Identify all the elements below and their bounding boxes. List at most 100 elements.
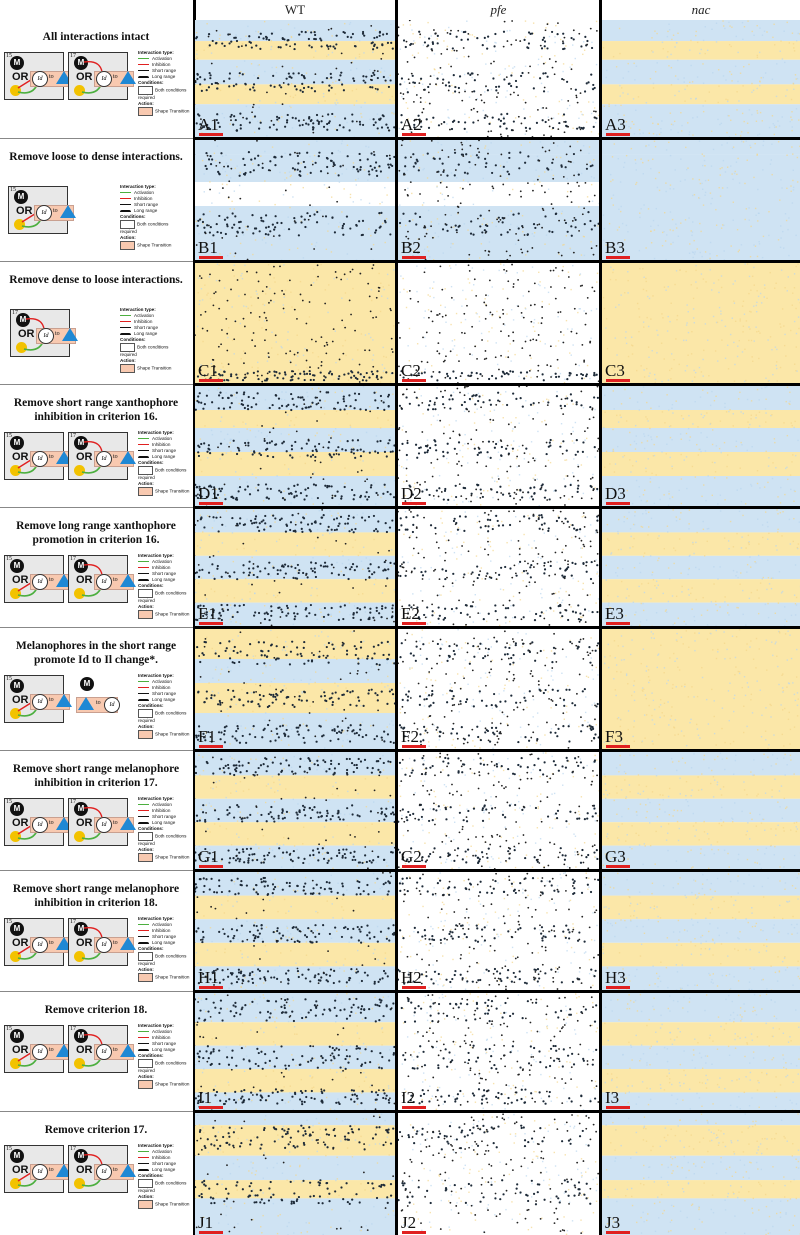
simulation-panel-a2 <box>398 20 599 137</box>
to-label: to <box>113 577 118 583</box>
legend-swatch <box>138 1080 153 1089</box>
scale-bar <box>606 745 630 748</box>
panel-label: G1 <box>198 847 219 866</box>
legend-label: Activation <box>152 679 172 684</box>
legend-swatch <box>120 333 131 335</box>
legend-label: Long range <box>152 820 176 825</box>
row-title: Remove short range xanthophore inhibitio… <box>13 397 179 423</box>
simulation-panel-b1 <box>195 140 395 260</box>
panel-label: I3 <box>605 1088 620 1107</box>
legend-label: Long range <box>134 331 158 336</box>
criterion-number: 15 <box>6 1026 12 1032</box>
triangle-icon <box>120 817 136 830</box>
or-label: OR <box>12 71 29 83</box>
xanthophore-icon <box>10 1058 21 1069</box>
legend: Interaction type: Activation Inhibition Sho… <box>138 916 190 982</box>
legend-label: Shape Transition <box>155 1201 190 1207</box>
panel-label: E2 <box>401 604 420 623</box>
to-label: to <box>49 1047 54 1053</box>
legend-item-both-conditions: Both conditions required <box>138 86 190 101</box>
legend-swatch <box>120 210 131 212</box>
row-divider <box>193 506 800 509</box>
panel-label: A2 <box>401 115 422 134</box>
legend-item-short-range: Short range <box>120 202 172 208</box>
scale-bar <box>606 1106 630 1109</box>
legend-swatch <box>138 589 153 598</box>
simulation-panel-j2 <box>398 1113 599 1235</box>
melanophore-icon: M <box>74 56 88 70</box>
melanophore-icon: M <box>10 436 24 450</box>
legend-swatch <box>138 853 153 862</box>
or-label: OR <box>12 694 29 706</box>
row-divider <box>193 990 800 993</box>
legend-heading: Interaction type: <box>138 553 174 558</box>
legend-label: Inhibition <box>152 685 171 690</box>
legend-item-both-conditions: Both conditions required <box>138 709 190 724</box>
panel-label: G2 <box>401 847 422 866</box>
legend-item-long-range: Long range <box>138 74 190 80</box>
row-title: Remove loose to dense interactions. <box>9 151 183 163</box>
legend-swatch <box>138 973 153 982</box>
scale-bar <box>199 745 223 748</box>
row-divider <box>193 260 800 263</box>
or-label: OR <box>12 1164 29 1176</box>
legend-swatch <box>138 942 149 944</box>
legend-item-shape-transition: Shape Transition <box>138 107 190 116</box>
id-state-icon: Id <box>32 937 48 953</box>
legend-swatch <box>138 573 149 575</box>
legend-label: Both conditions required <box>138 1060 187 1073</box>
legend-label: Long range <box>152 1167 176 1172</box>
criterion-number: 17 <box>70 1026 76 1032</box>
simulation-panel-g1 <box>195 752 395 869</box>
legend-label: Activation <box>152 436 172 441</box>
legend-item-activation: Activation <box>138 559 190 565</box>
scale-bar <box>606 133 630 136</box>
legend-heading: Conditions: <box>120 214 146 219</box>
simulation-panel-e3 <box>602 509 800 626</box>
scale-bar <box>606 379 630 382</box>
scale-bar <box>199 379 223 382</box>
legend-item-both-conditions: Both conditions required <box>138 466 190 481</box>
triangle-icon <box>56 694 72 707</box>
legend-item-shape-transition: Shape Transition <box>138 1200 190 1209</box>
legend-swatch <box>138 804 149 806</box>
legend-label: Shape Transition <box>155 974 190 980</box>
panel-label: J2 <box>401 1213 417 1232</box>
to-label: to <box>113 940 118 946</box>
melanophore-icon: M <box>74 1029 88 1043</box>
legend-item-inhibition: Inhibition <box>138 808 190 814</box>
legend-swatch <box>120 204 131 206</box>
legend-swatch <box>120 364 135 373</box>
legend: Interaction type: Activation Inhibition Sho… <box>120 184 172 250</box>
id-state-icon: Id <box>96 817 112 833</box>
triangle-icon <box>120 71 136 84</box>
melanophore-icon: M <box>16 313 30 327</box>
legend-item-activation: Activation <box>138 802 190 808</box>
legend-label: Inhibition <box>152 928 171 933</box>
legend-label: Short range <box>152 691 177 696</box>
legend-item-short-range: Short range <box>138 691 190 697</box>
legend-item-long-range: Long range <box>138 577 190 583</box>
legend-swatch <box>138 579 149 581</box>
xanthophore-icon <box>10 708 21 719</box>
xanthophore-icon <box>74 951 85 962</box>
legend-heading: Conditions: <box>138 1173 164 1178</box>
legend-swatch <box>138 687 149 689</box>
legend-item-shape-transition: Shape Transition <box>138 730 190 739</box>
xanthophore-icon <box>74 588 85 599</box>
legend-heading: Interaction type: <box>138 916 174 921</box>
or-label: OR <box>12 937 29 949</box>
legend-label: Both conditions required <box>138 590 187 603</box>
melanophore-icon: M <box>10 56 24 70</box>
legend-label: Both conditions required <box>138 87 187 100</box>
scale-bar <box>402 865 426 868</box>
id-state-icon: Id <box>32 71 48 87</box>
legend-label: Shape Transition <box>155 488 190 494</box>
to-label: to <box>55 331 60 337</box>
panel-label: F2 <box>401 727 419 746</box>
legend-swatch <box>120 327 131 329</box>
simulation-panel-i2 <box>398 993 599 1110</box>
legend-label: Inhibition <box>134 196 153 201</box>
criterion-number: 17 <box>70 433 76 439</box>
legend-heading: Conditions: <box>138 460 164 465</box>
